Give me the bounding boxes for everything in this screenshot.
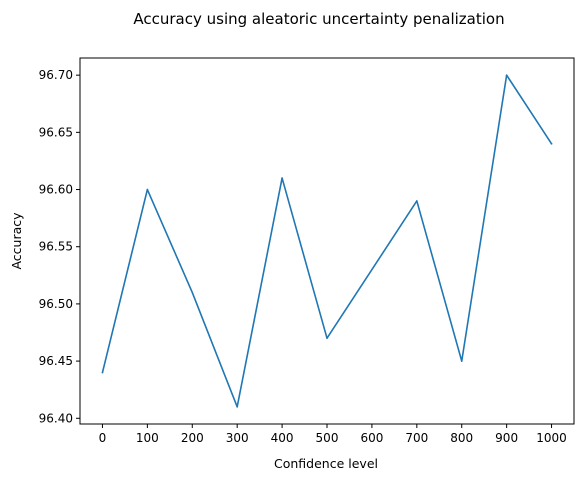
x-tick-label: 200 (181, 431, 204, 445)
data-point (236, 406, 238, 408)
y-tick-label: 96.70 (39, 68, 73, 82)
x-tick-label: 900 (495, 431, 518, 445)
plot-frame (79, 57, 575, 425)
y-tick-label: 96.50 (39, 297, 73, 311)
x-tick-label: 800 (450, 431, 473, 445)
data-point (191, 291, 194, 294)
data-point (505, 74, 508, 76)
x-tick-label: 500 (316, 431, 339, 445)
plot-area: 0 100 200 300 400 500 600 700 800 900 1000 96.40 96.… (39, 57, 575, 445)
data-point (550, 142, 553, 145)
series-line (101, 74, 553, 408)
x-tick-label: 700 (405, 431, 428, 445)
data-point (416, 200, 418, 202)
x-tick-label: 300 (226, 431, 249, 445)
y-axis-label: Accuracy (9, 212, 24, 270)
y-tick-label: 96.40 (39, 411, 73, 425)
data-point (146, 188, 149, 191)
x-tick-label: 400 (271, 431, 294, 445)
data-point (101, 371, 104, 374)
x-axis-label: Confidence level (274, 456, 378, 471)
data-point (281, 177, 283, 179)
x-tick-label: 1000 (536, 431, 567, 445)
y-tick-label: 96.45 (39, 354, 73, 368)
x-tick-label: 100 (136, 431, 159, 445)
y-tick-label: 96.65 (39, 125, 73, 139)
x-tick-label: 600 (360, 431, 383, 445)
chart-title: Accuracy using aleatoric uncertainty pen… (133, 10, 504, 28)
x-tick-label: 0 (99, 431, 107, 445)
y-tick-label: 96.60 (39, 183, 73, 197)
data-point (460, 360, 463, 362)
data-point (326, 337, 328, 340)
y-tick-label: 96.55 (39, 240, 73, 254)
